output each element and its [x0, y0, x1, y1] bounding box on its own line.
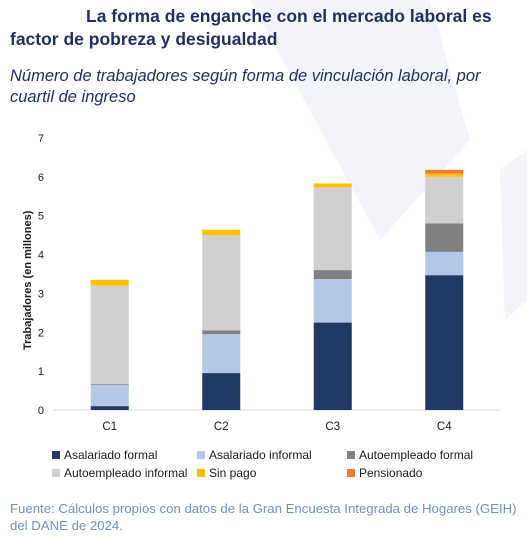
- y-tick-label: 3: [38, 288, 44, 300]
- stacked-bar-chart: 0 1 2 3 4 5 6 7 C1 C2 C3 C4 Trabajadores (en millo…: [22, 133, 500, 433]
- x-tick-label: C3: [325, 421, 340, 433]
- bar-segment-c4-2: [425, 223, 464, 252]
- y-tick-label: 4: [38, 250, 44, 262]
- legend-item: Sin pago: [197, 465, 347, 481]
- bar-segment-c4-5: [425, 169, 464, 174]
- y-axis-label: Trabajadores (en millones): [22, 210, 34, 350]
- bar-segment-c3-4: [313, 183, 352, 188]
- y-tick-label: 1: [38, 366, 44, 378]
- bar-segment-c3-3: [313, 187, 352, 271]
- chart-title: La forma de enganche con el mercado labo…: [10, 6, 492, 49]
- bar-segment-c1-3: [90, 285, 129, 384]
- y-tick-label: 5: [38, 211, 44, 223]
- bar-segment-c3-2: [313, 270, 352, 280]
- bar-segment-c2-3: [202, 235, 241, 331]
- x-tick-label: C1: [102, 421, 117, 433]
- bar-segment-c4-1: [425, 251, 464, 276]
- legend-item: Autoempleado formal: [347, 447, 517, 463]
- chart-legend: Asalariado formal Asalariado informal Auto…: [52, 447, 522, 481]
- bars-group: [90, 169, 464, 410]
- legend-label: Sin pago: [209, 466, 257, 480]
- legend-item: Autoempleado informal: [52, 465, 197, 481]
- legend-swatch: [52, 469, 60, 477]
- bar-segment-c1-4: [90, 279, 129, 286]
- source-note: Fuente: Cálculos propios con datos de la…: [10, 501, 517, 533]
- bar-segment-c1-1: [90, 384, 129, 407]
- bar-segment-c4-3: [425, 176, 464, 224]
- x-axis-ticks: C1 C2 C3 C4: [102, 421, 452, 433]
- legend-swatch: [347, 469, 355, 477]
- legend-label: Asalariado formal: [64, 448, 158, 462]
- legend-label: Pensionado: [359, 466, 423, 480]
- bar-segment-c3-0: [313, 322, 352, 410]
- bar-segment-c2-1: [202, 334, 241, 374]
- y-tick-label: 7: [38, 133, 44, 145]
- legend-item: Asalariado formal: [52, 447, 197, 463]
- y-tick-label: 6: [38, 172, 44, 184]
- legend-label: Autoempleado informal: [64, 466, 188, 480]
- legend-swatch: [347, 451, 355, 459]
- legend-item: Pensionado: [347, 465, 517, 481]
- legend-label: Autoempleado formal: [359, 448, 474, 462]
- y-tick-label: 0: [38, 405, 44, 417]
- legend-swatch: [197, 469, 205, 477]
- legend-item: Asalariado informal: [197, 447, 347, 463]
- bar-segment-c2-0: [202, 373, 241, 410]
- bar-segment-c2-2: [202, 330, 241, 335]
- decor-shape-top: [250, 0, 470, 240]
- chart-subtitle: Número de trabajadores según forma de vi…: [10, 67, 481, 106]
- bar-segment-c2-4: [202, 229, 241, 236]
- bar-segment-c1-0: [90, 406, 129, 410]
- bar-segment-c3-1: [313, 279, 352, 323]
- legend-swatch: [197, 451, 205, 459]
- legend-label: Asalariado informal: [209, 448, 312, 462]
- decor-shape-right: [500, 150, 527, 320]
- bar-segment-c4-0: [425, 275, 464, 410]
- x-tick-label: C2: [214, 421, 229, 433]
- bar-segment-c4-4: [425, 173, 464, 177]
- x-tick-label: C4: [437, 421, 452, 433]
- bar-segment-c1-2: [90, 383, 129, 385]
- y-axis-ticks: 0 1 2 3 4 5 6 7: [38, 133, 44, 417]
- y-tick-label: 2: [38, 327, 44, 339]
- legend-swatch: [52, 451, 60, 459]
